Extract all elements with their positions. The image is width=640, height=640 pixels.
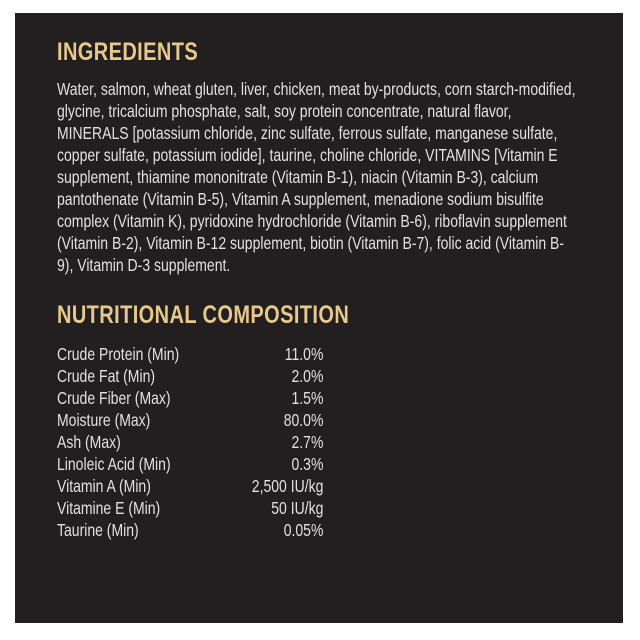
table-row: Crude Fiber (Max) 1.5% (57, 387, 323, 409)
nutrient-name: Crude Protein (Min) (57, 344, 180, 364)
nutrient-name: Vitamin A (Min) (57, 476, 151, 496)
product-label-panel: INGREDIENTS Water, salmon, wheat gluten,… (15, 13, 623, 623)
nutrient-value: 2.0% (291, 366, 324, 386)
table-row: Vitamin A (Min) 2,500 IU/kg (57, 475, 323, 497)
nutrient-name: Vitamine E (Min) (57, 498, 161, 518)
ingredients-list-text: Water, salmon, wheat gluten, liver, chic… (57, 79, 576, 275)
nutrient-value: 2.7% (291, 432, 324, 452)
nutrient-name: Ash (Max) (57, 432, 121, 452)
nutrient-value: 1.5% (291, 388, 324, 408)
table-row: Ash (Max) 2.7% (57, 431, 323, 453)
nutrient-value: 0.3% (291, 454, 324, 474)
nutrition-table: Crude Protein (Min) 11.0% Crude Fat (Min… (57, 343, 323, 541)
nutrient-value: 2,500 IU/kg (251, 476, 324, 496)
table-row: Moisture (Max) 80.0% (57, 409, 323, 431)
nutrient-name: Taurine (Min) (57, 520, 139, 540)
nutritional-composition-heading: NUTRITIONAL COMPOSITION (57, 301, 350, 329)
table-row: Crude Fat (Min) 2.0% (57, 365, 323, 387)
nutrient-name: Moisture (Max) (57, 410, 151, 430)
nutrient-value: 11.0% (284, 344, 324, 364)
nutrient-value: 0.05% (283, 520, 324, 540)
nutrient-name: Linoleic Acid (Min) (57, 454, 171, 474)
nutrient-value: 80.0% (283, 410, 324, 430)
table-row: Linoleic Acid (Min) 0.3% (57, 453, 323, 475)
ingredients-heading: INGREDIENTS (57, 38, 199, 66)
table-row: Taurine (Min) 0.05% (57, 519, 323, 541)
table-row: Crude Protein (Min) 11.0% (57, 343, 323, 365)
nutrient-name: Crude Fat (Min) (57, 366, 156, 386)
table-row: Vitamine E (Min) 50 IU/kg (57, 497, 323, 519)
nutrient-value: 50 IU/kg (271, 498, 324, 518)
label-content: INGREDIENTS Water, salmon, wheat gluten,… (57, 39, 621, 541)
nutrient-name: Crude Fiber (Max) (57, 388, 171, 408)
